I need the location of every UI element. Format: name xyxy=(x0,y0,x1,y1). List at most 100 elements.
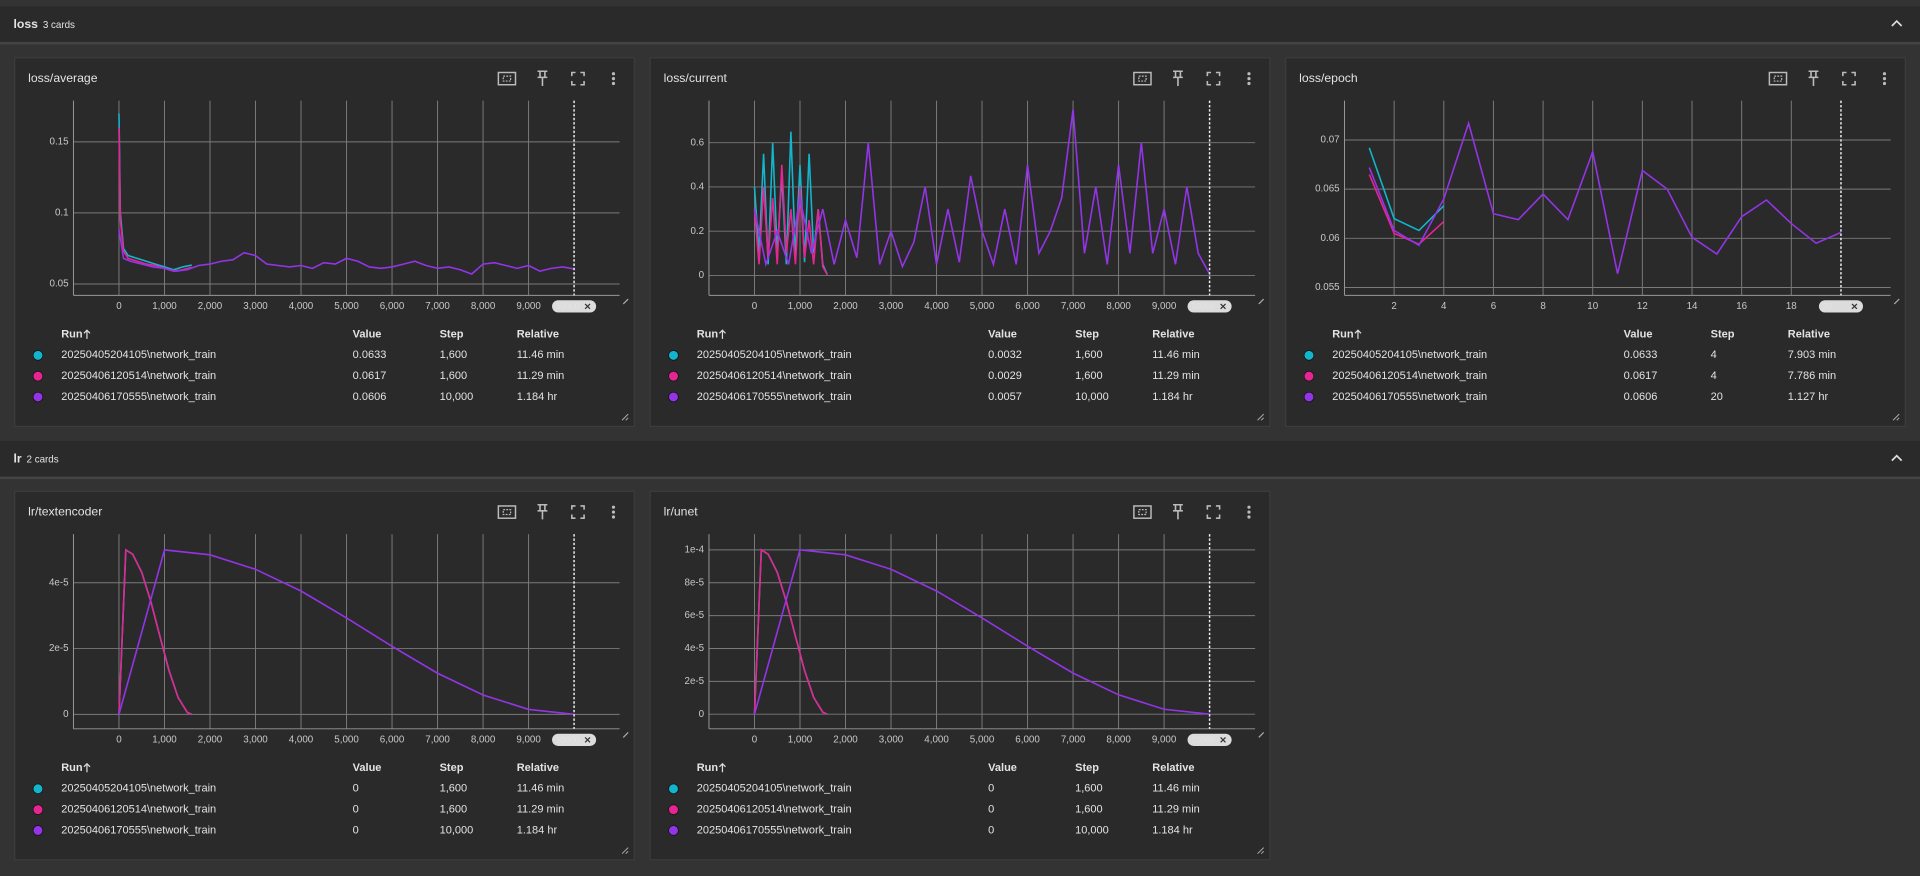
icon[interactable] xyxy=(497,505,517,519)
fullscreen-button[interactable] xyxy=(1842,71,1856,86)
step-badge[interactable]: 10000 xyxy=(1187,733,1232,746)
pin-button[interactable] xyxy=(537,70,548,86)
icon[interactable] xyxy=(502,75,512,82)
icon[interactable] xyxy=(1773,75,1783,82)
icon[interactable] xyxy=(1247,81,1251,86)
icon[interactable] xyxy=(571,505,585,519)
badge-close[interactable] xyxy=(1220,303,1226,310)
resize-handle[interactable] xyxy=(1258,298,1265,305)
badge-bg[interactable] xyxy=(552,300,597,313)
resize-handle[interactable] xyxy=(1893,298,1900,305)
icon[interactable] xyxy=(1133,71,1152,86)
run-color[interactable] xyxy=(32,391,44,403)
badge-label[interactable]: 20 xyxy=(1823,301,1833,311)
icon[interactable] xyxy=(1173,70,1183,86)
fullscreen-button[interactable] xyxy=(1206,505,1221,519)
badge-bg[interactable] xyxy=(1818,300,1864,313)
icon[interactable] xyxy=(1882,72,1887,76)
icon[interactable] xyxy=(571,71,585,86)
step-badge[interactable]: 10000 xyxy=(552,733,597,746)
resize-handle[interactable] xyxy=(621,413,629,421)
fit-button[interactable] xyxy=(497,71,517,86)
run-color[interactable] xyxy=(32,783,44,795)
resize-handle[interactable] xyxy=(622,298,629,305)
icon[interactable] xyxy=(1247,72,1251,76)
icon[interactable] xyxy=(611,72,616,76)
fullscreen-button[interactable] xyxy=(571,505,585,519)
more-button[interactable] xyxy=(1882,72,1887,86)
icon[interactable] xyxy=(611,505,616,509)
icon[interactable] xyxy=(611,77,616,81)
icon[interactable] xyxy=(1247,510,1251,514)
run-color[interactable] xyxy=(32,350,44,361)
icon[interactable] xyxy=(611,515,616,519)
run-color[interactable] xyxy=(32,370,44,382)
pin-button[interactable] xyxy=(537,503,548,520)
badge-label[interactable]: 10000 xyxy=(556,735,580,745)
run-color[interactable] xyxy=(668,825,679,836)
icon[interactable] xyxy=(1247,77,1251,81)
collapse-button[interactable] xyxy=(1891,454,1903,462)
run-color[interactable] xyxy=(1303,391,1315,403)
run-color[interactable] xyxy=(32,804,44,815)
badge-label[interactable]: 10000 xyxy=(1191,301,1215,311)
resize-handle[interactable] xyxy=(1257,413,1265,421)
run-color[interactable] xyxy=(1303,350,1315,361)
badge-label[interactable]: 10000 xyxy=(556,301,580,311)
badge-label[interactable]: 10000 xyxy=(1191,735,1215,745)
resize-handle[interactable] xyxy=(621,847,629,855)
icon[interactable] xyxy=(1882,81,1887,86)
more-button[interactable] xyxy=(611,505,616,519)
resize-handle[interactable] xyxy=(1258,732,1265,738)
fit-button[interactable] xyxy=(497,505,517,519)
fit-button[interactable] xyxy=(1133,71,1152,86)
icon[interactable] xyxy=(1133,505,1152,519)
sort-arrow[interactable] xyxy=(83,762,91,773)
run-color[interactable] xyxy=(32,825,44,836)
run-color[interactable] xyxy=(668,391,679,403)
step-badge[interactable]: 10000 xyxy=(552,300,597,313)
icon[interactable] xyxy=(1173,503,1183,520)
badge-close[interactable] xyxy=(584,736,591,743)
badge-bg[interactable] xyxy=(1187,300,1232,313)
run-color[interactable] xyxy=(668,350,679,361)
icon[interactable] xyxy=(502,509,512,516)
fullscreen-button[interactable] xyxy=(1206,71,1221,86)
more-button[interactable] xyxy=(1247,72,1251,86)
more-button[interactable] xyxy=(611,72,616,86)
badge-bg[interactable] xyxy=(552,733,597,746)
pin-button[interactable] xyxy=(1173,503,1183,520)
run-color[interactable] xyxy=(1303,370,1315,382)
icon[interactable] xyxy=(1842,71,1856,86)
sort-arrow[interactable] xyxy=(718,329,726,339)
icon[interactable] xyxy=(1808,70,1819,86)
icon[interactable] xyxy=(1138,509,1147,516)
sort-arrow[interactable] xyxy=(83,329,91,339)
icon[interactable] xyxy=(1206,505,1221,519)
sort-arrow[interactable] xyxy=(1354,329,1362,339)
sort-arrow[interactable] xyxy=(718,762,726,773)
icon[interactable] xyxy=(1206,71,1221,86)
fullscreen-button[interactable] xyxy=(571,71,585,86)
pin-button[interactable] xyxy=(1173,70,1183,86)
run-color[interactable] xyxy=(668,370,679,382)
icon[interactable] xyxy=(537,70,548,86)
fit-button[interactable] xyxy=(1133,505,1152,519)
badge-close[interactable] xyxy=(1220,736,1226,743)
icon[interactable] xyxy=(611,510,616,514)
icon[interactable] xyxy=(537,503,548,520)
collapse-button[interactable] xyxy=(1891,19,1903,27)
run-color[interactable] xyxy=(668,804,679,815)
badge-bg[interactable] xyxy=(1187,733,1232,746)
fit-button[interactable] xyxy=(1768,71,1788,86)
step-badge[interactable]: 20 xyxy=(1818,300,1864,313)
icon[interactable] xyxy=(1882,77,1887,81)
badge-close[interactable] xyxy=(584,303,591,310)
resize-handle[interactable] xyxy=(1892,413,1900,421)
icon[interactable] xyxy=(1247,505,1251,509)
icon[interactable] xyxy=(497,71,517,86)
run-color[interactable] xyxy=(668,783,679,795)
icon[interactable] xyxy=(611,81,616,86)
resize-handle[interactable] xyxy=(622,732,629,738)
badge-close[interactable] xyxy=(1851,303,1858,310)
